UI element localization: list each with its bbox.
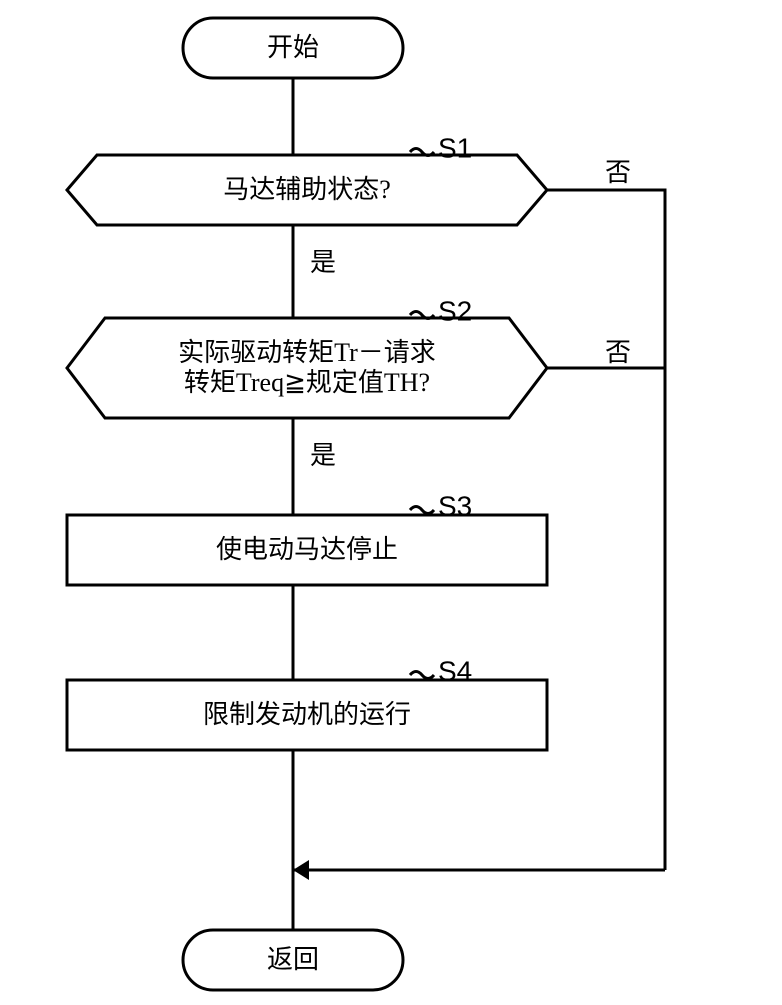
svg-text:使电动马达停止: 使电动马达停止: [216, 535, 398, 564]
flowchart-canvas: 开始返回马达辅助状态?S1是否实际驱动转矩Tr－请求转矩Treq≧规定值TH?S…: [0, 0, 782, 1000]
svg-text:是: 是: [310, 248, 336, 277]
svg-text:开始: 开始: [267, 33, 319, 62]
connector: [547, 190, 665, 870]
svg-text:S4: S4: [438, 655, 472, 686]
svg-text:转矩Treq≧规定值TH?: 转矩Treq≧规定值TH?: [184, 368, 430, 397]
svg-text:S2: S2: [438, 295, 472, 326]
svg-text:马达辅助状态?: 马达辅助状态?: [223, 175, 391, 204]
svg-text:S1: S1: [438, 132, 472, 163]
svg-text:返回: 返回: [267, 945, 319, 974]
svg-text:否: 否: [605, 158, 631, 187]
svg-text:是: 是: [310, 441, 336, 470]
svg-text:限制发动机的运行: 限制发动机的运行: [203, 700, 411, 729]
svg-text:S3: S3: [438, 490, 472, 521]
arrowhead: [293, 860, 309, 880]
svg-text:实际驱动转矩Tr－请求: 实际驱动转矩Tr－请求: [178, 338, 436, 367]
svg-text:否: 否: [605, 338, 631, 367]
